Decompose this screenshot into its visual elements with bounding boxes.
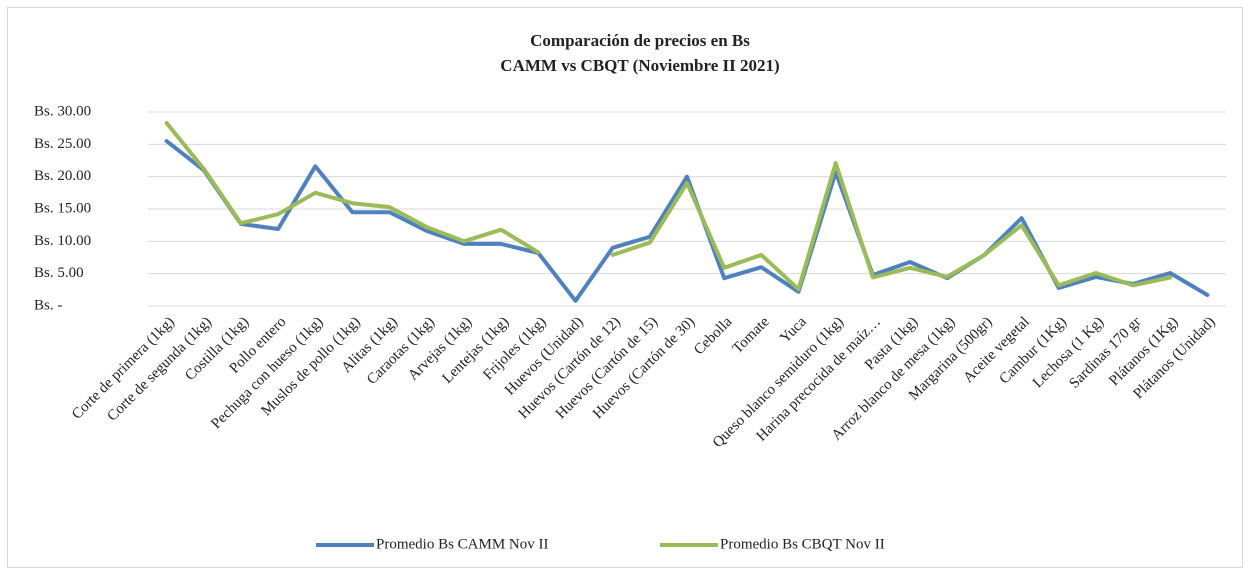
y-tick-label: Bs. 10.00 [34, 233, 91, 249]
y-tick-label: Bs. 5.00 [34, 265, 84, 281]
y-tick-label: Bs. 20.00 [34, 168, 91, 184]
y-tick-label: Bs. - [34, 297, 62, 313]
chart-title: Comparación de precios en Bs [530, 31, 750, 50]
y-tick-label: Bs. 30.00 [34, 103, 91, 119]
legend-label: Promedio Bs CAMM Nov II [376, 536, 549, 552]
chart-border [7, 7, 1243, 568]
series-line [164, 121, 1173, 292]
legend-label: Promedio Bs CBQT Nov II [720, 536, 885, 552]
series-line [164, 139, 1210, 303]
chart-subtitle: CAMM vs CBQT (Noviembre II 2021) [500, 56, 779, 75]
y-tick-label: Bs. 15.00 [34, 200, 91, 216]
y-tick-label: Bs. 25.00 [34, 136, 91, 152]
